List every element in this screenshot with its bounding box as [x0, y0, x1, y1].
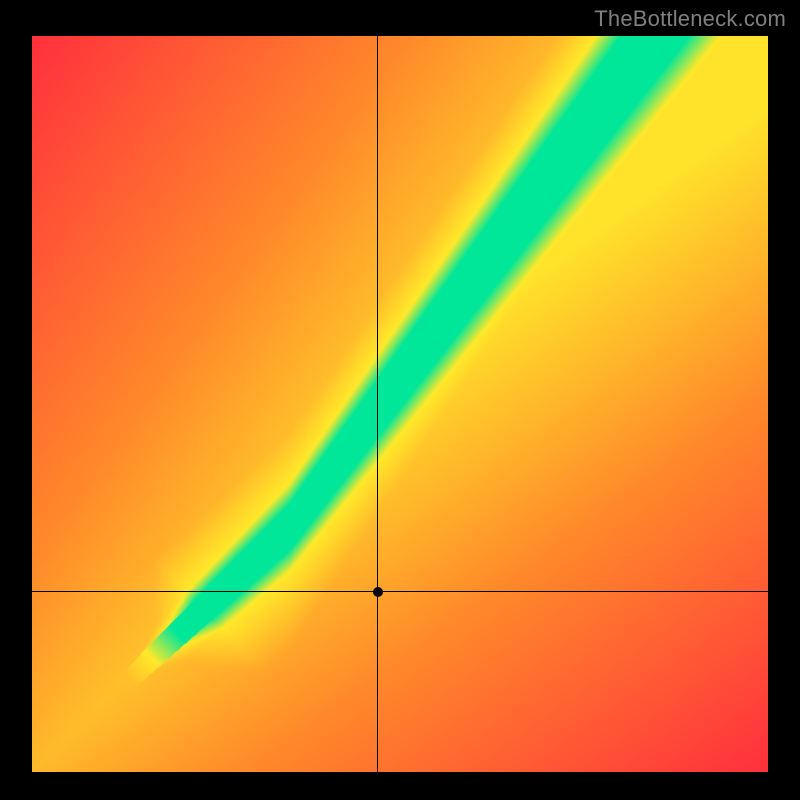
- heatmap-canvas: [32, 36, 768, 772]
- crosshair-vertical: [377, 36, 378, 772]
- chart-container: TheBottleneck.com: [0, 0, 800, 800]
- data-point-marker: [373, 587, 383, 597]
- watermark-text: TheBottleneck.com: [594, 6, 786, 32]
- crosshair-horizontal: [32, 591, 768, 592]
- heatmap-plot: [32, 36, 768, 772]
